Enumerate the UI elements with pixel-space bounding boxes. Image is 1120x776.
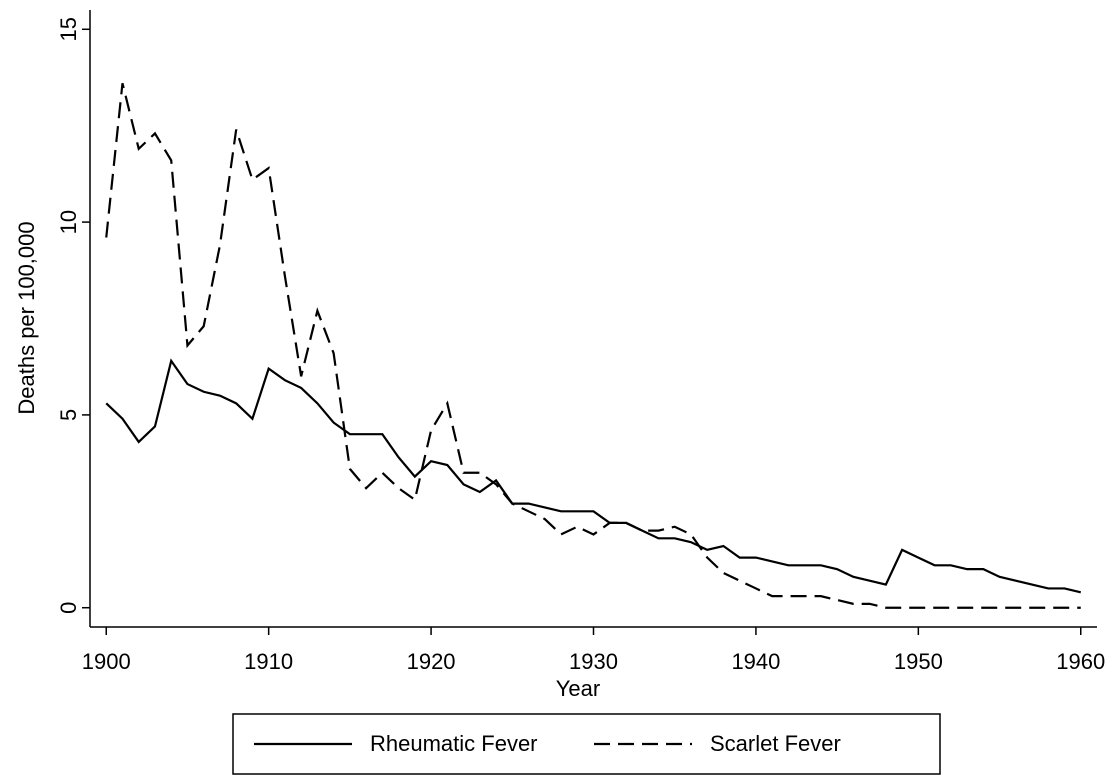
y-tick-label: 15	[56, 17, 81, 41]
x-axis-label: Year	[556, 676, 600, 701]
y-tick-label: 10	[56, 210, 81, 234]
y-axis-label: Deaths per 100,000	[14, 221, 39, 414]
legend-label: Rheumatic Fever	[370, 731, 538, 756]
x-tick-label: 1930	[569, 649, 618, 674]
legend-label: Scarlet Fever	[710, 731, 841, 756]
y-tick-label: 5	[56, 409, 81, 421]
y-tick-label: 0	[56, 602, 81, 614]
series-line	[105, 358, 1082, 594]
x-tick-label: 1950	[894, 649, 943, 674]
x-tick-label: 1960	[1056, 649, 1105, 674]
x-tick-label: 1920	[407, 649, 456, 674]
x-tick-label: 1910	[244, 649, 293, 674]
x-tick-label: 1940	[731, 649, 780, 674]
x-tick-label: 1900	[82, 649, 131, 674]
series-line	[105, 83, 1081, 609]
